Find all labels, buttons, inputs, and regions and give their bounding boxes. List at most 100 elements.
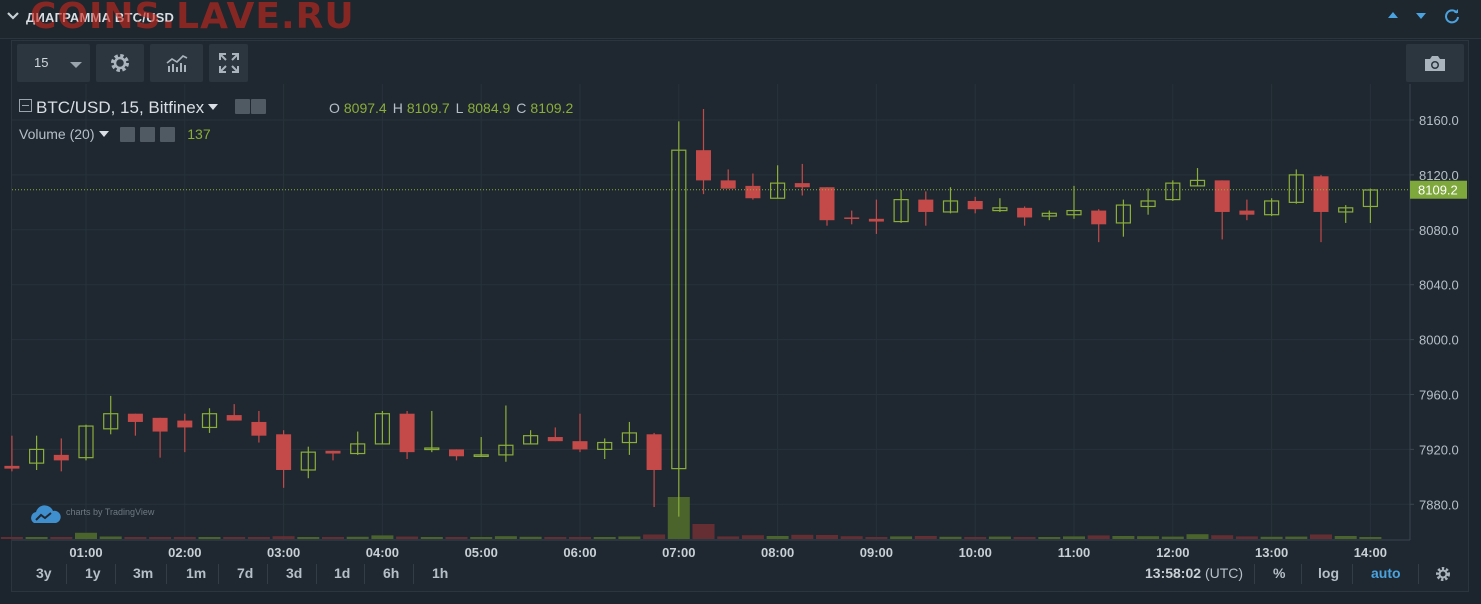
candle-body-down[interactable]: [4, 465, 20, 469]
candle-body-down[interactable]: [794, 183, 810, 188]
range-button-1m[interactable]: 1m: [186, 565, 207, 581]
candle-body-up[interactable]: [1140, 200, 1156, 208]
gear-icon[interactable]: [1435, 566, 1451, 582]
candle-body-down[interactable]: [844, 217, 860, 219]
candle-body-up[interactable]: [992, 207, 1008, 212]
candle-body-down[interactable]: [325, 450, 341, 454]
open-value: 8097.4: [343, 100, 387, 116]
range-button-3y[interactable]: 3y: [36, 565, 52, 581]
candle-body-down[interactable]: [152, 417, 168, 432]
candle-body-up[interactable]: [769, 182, 786, 199]
candle-body-up[interactable]: [29, 448, 45, 464]
candle-body-up[interactable]: [1041, 212, 1057, 217]
candle-body-up[interactable]: [597, 441, 613, 451]
indicators-button[interactable]: [150, 44, 203, 82]
close-icon[interactable]: [160, 127, 176, 142]
candle-body-down[interactable]: [696, 150, 711, 181]
divider: [217, 564, 219, 584]
candle-body-down[interactable]: [1091, 210, 1107, 225]
caret-down-icon[interactable]: [208, 104, 219, 110]
volume-bar: [1063, 536, 1085, 539]
candle-body-down[interactable]: [572, 441, 588, 450]
auto-scale-toggle[interactable]: auto: [1371, 565, 1401, 581]
range-button-1h[interactable]: 1h: [432, 565, 449, 581]
x-tick-label: 04:00: [366, 545, 399, 560]
candle-body-down[interactable]: [226, 415, 242, 421]
candle-body-down[interactable]: [177, 420, 193, 428]
candle-body-down[interactable]: [547, 437, 563, 442]
range-button-7d[interactable]: 7d: [237, 565, 254, 581]
interval-select[interactable]: 15: [17, 44, 90, 82]
range-button-1y[interactable]: 1y: [85, 565, 101, 581]
candle-body-up[interactable]: [1165, 182, 1181, 201]
candle-body-up[interactable]: [893, 199, 909, 223]
candle-body-down[interactable]: [1313, 176, 1329, 212]
move-up-icon[interactable]: [1388, 12, 1398, 18]
log-toggle[interactable]: log: [1318, 565, 1339, 581]
candle-body-up[interactable]: [942, 200, 959, 213]
range-button-3d[interactable]: 3d: [286, 565, 303, 581]
move-down-icon[interactable]: [1416, 13, 1426, 19]
refresh-icon[interactable]: [1444, 8, 1460, 24]
candle-body-down[interactable]: [276, 434, 292, 470]
candle-body-up[interactable]: [300, 451, 316, 471]
candle-body-down[interactable]: [1017, 207, 1033, 218]
candle-body-down[interactable]: [1239, 210, 1255, 215]
candle-body-up[interactable]: [671, 149, 687, 470]
candle-body-down[interactable]: [745, 185, 761, 199]
candle-body-down[interactable]: [646, 434, 662, 470]
chevron-down-icon[interactable]: [6, 9, 20, 23]
candle-body-up[interactable]: [1263, 200, 1280, 216]
candle-body-up[interactable]: [1288, 174, 1304, 203]
range-button-3m[interactable]: 3m: [133, 565, 154, 581]
candle-body-down[interactable]: [1214, 180, 1230, 212]
fullscreen-button[interactable]: [209, 44, 248, 82]
candle-body-down[interactable]: [720, 180, 736, 189]
settings-button[interactable]: [96, 44, 144, 82]
caret-down-icon[interactable]: [99, 131, 110, 137]
candle-body-down[interactable]: [53, 454, 69, 461]
volume-bar: [396, 536, 419, 539]
x-tick-label: 11:00: [1058, 545, 1091, 560]
volume-bar: [766, 536, 789, 539]
candle-body-up[interactable]: [1338, 207, 1354, 213]
candle-body-up[interactable]: [424, 447, 440, 451]
candle-body-up[interactable]: [350, 443, 366, 455]
candle-body-down[interactable]: [819, 187, 835, 221]
eye-icon[interactable]: [120, 127, 136, 142]
candle-body-up[interactable]: [103, 413, 119, 430]
tradingview-branding[interactable]: charts by TradingView: [66, 507, 155, 517]
candle-body-up[interactable]: [1362, 189, 1379, 208]
gear-icon[interactable]: [250, 99, 266, 114]
candle-body-down[interactable]: [918, 199, 934, 212]
candle-body-down[interactable]: [449, 449, 464, 457]
candle-body-down[interactable]: [868, 218, 884, 222]
tradingview-cloud-icon[interactable]: [28, 505, 62, 525]
eye-icon[interactable]: [234, 99, 250, 114]
candle-body-down[interactable]: [127, 413, 143, 422]
symbol-label[interactable]: BTC/USD, 15, Bitfinex: [36, 98, 205, 117]
candle-body-up[interactable]: [374, 413, 390, 445]
candle-body-down[interactable]: [967, 200, 983, 210]
candle-body-up[interactable]: [1189, 179, 1206, 187]
candle-body-up[interactable]: [201, 413, 218, 429]
gear-icon[interactable]: [140, 127, 156, 142]
candle-body-up[interactable]: [498, 444, 514, 456]
candle-body-up[interactable]: [473, 454, 489, 457]
snapshot-button[interactable]: [1406, 44, 1464, 82]
range-button-1d[interactable]: 1d: [334, 565, 351, 581]
candle-body-up[interactable]: [1115, 204, 1132, 224]
range-button-6h[interactable]: 6h: [383, 565, 400, 581]
candle-body-down[interactable]: [251, 421, 267, 436]
candle-body-up[interactable]: [1066, 209, 1082, 216]
x-tick-label: 12:00: [1156, 545, 1189, 560]
volume-bar: [890, 536, 913, 539]
percent-toggle[interactable]: %: [1273, 565, 1286, 581]
volume-label[interactable]: Volume (20): [19, 126, 95, 142]
candle-body-up[interactable]: [621, 432, 638, 444]
candle-body-down[interactable]: [399, 413, 415, 453]
candle-body-up[interactable]: [78, 425, 94, 459]
candle-body-up[interactable]: [522, 435, 539, 445]
collapse-legend-icon[interactable]: [19, 99, 32, 112]
